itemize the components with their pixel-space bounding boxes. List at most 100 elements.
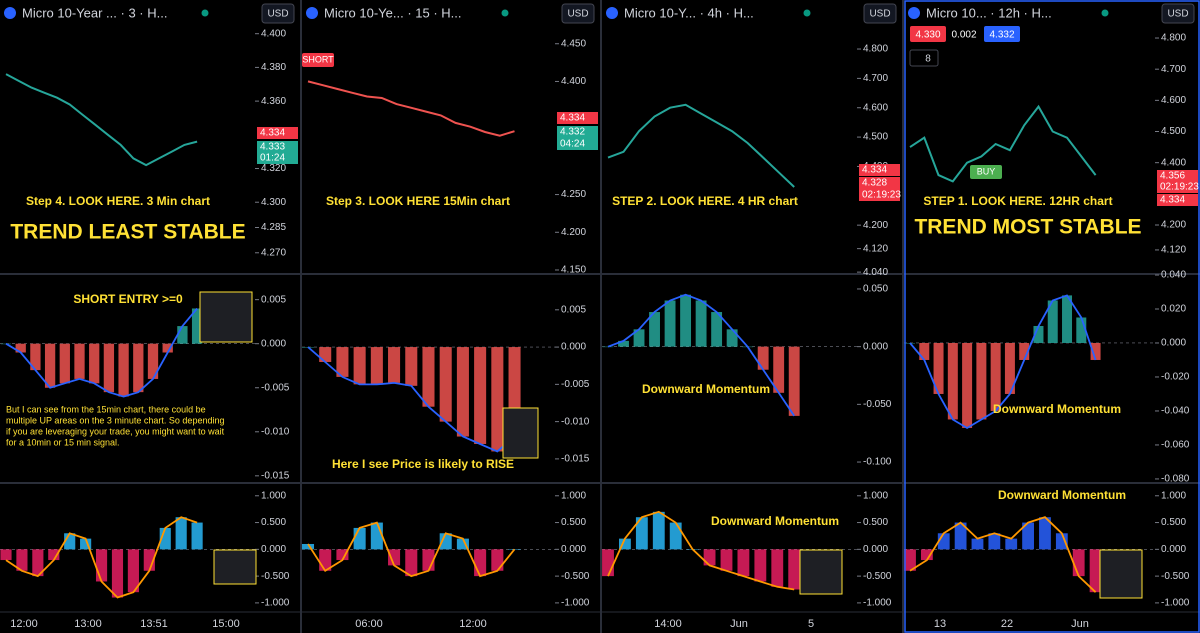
active-frame	[904, 0, 1200, 633]
annotation: STEP 2. LOOK HERE. 4 HR chart	[612, 194, 798, 208]
histogram-bar	[133, 343, 144, 393]
histogram-bar	[162, 343, 173, 353]
histogram-bar	[1072, 549, 1085, 577]
histogram-bar	[695, 300, 707, 347]
y-tick-label: 0.005	[261, 294, 286, 305]
y-tick-label: -1.000	[863, 598, 892, 609]
price-label-box	[557, 112, 598, 124]
histogram-bar	[962, 342, 973, 428]
annotation: TREND LEAST STABLE	[10, 221, 245, 244]
price-label: 4.334	[560, 113, 585, 124]
histogram-bar	[669, 522, 682, 550]
y-tick-label: 1.000	[863, 490, 888, 501]
currency-button[interactable]	[561, 3, 595, 24]
histogram-bar	[353, 527, 366, 550]
price-label-box	[257, 141, 298, 153]
macd-line	[307, 346, 516, 453]
annotation: Step 3. LOOK HERE 15Min chart	[326, 194, 510, 208]
y-tick-label: -0.500	[261, 571, 290, 582]
histogram-bar	[353, 347, 366, 385]
histogram-bar	[456, 538, 469, 550]
y-tick-label: 0.000	[561, 544, 586, 555]
osc-line	[307, 521, 516, 578]
histogram-bar	[74, 343, 85, 379]
histogram-bar	[771, 549, 784, 587]
histogram-bar	[159, 527, 171, 550]
histogram-bar	[474, 347, 487, 444]
annotation: Downward Momentum	[711, 514, 839, 528]
y-tick-label: -0.080	[1161, 474, 1190, 485]
histogram-bar	[388, 549, 401, 566]
y-tick-label: 4.300	[261, 197, 286, 208]
histogram-bar	[474, 549, 487, 577]
histogram-bar	[191, 308, 203, 344]
histogram-bar	[711, 312, 723, 347]
histogram-bar	[788, 346, 800, 416]
annotation-badge	[302, 53, 334, 67]
histogram-bar	[602, 549, 614, 577]
currency-label: USD	[267, 9, 288, 20]
symbol-icon	[306, 7, 318, 19]
currency-label: USD	[1167, 9, 1188, 20]
histogram-bar	[177, 326, 188, 344]
histogram-bar	[773, 346, 785, 393]
quote-box[interactable]	[910, 26, 946, 42]
currency-button[interactable]	[1161, 3, 1195, 24]
histogram-bar	[933, 342, 944, 394]
histogram-bar	[1062, 295, 1073, 343]
y-tick-label: 4.150	[561, 265, 586, 276]
histogram-bar	[1089, 549, 1102, 593]
histogram-bar	[920, 549, 933, 561]
histogram-bar	[757, 346, 769, 370]
osc-line	[5, 516, 198, 599]
histogram-bar	[301, 543, 315, 550]
histogram-bar	[439, 533, 452, 550]
histogram-bar	[954, 522, 967, 550]
price-label: 02:19:23	[862, 190, 901, 201]
histogram-bar	[64, 533, 76, 550]
osc-line	[909, 516, 1097, 593]
annotation: for a 10min or 15 min signal.	[6, 437, 120, 447]
histogram-bar	[633, 329, 645, 347]
price-label-box	[859, 189, 900, 201]
histogram-bar	[703, 549, 716, 566]
x-tick-label: 13:51	[140, 618, 168, 630]
currency-label: USD	[869, 9, 890, 20]
y-tick-label: -0.010	[261, 426, 290, 437]
y-tick-label: -0.050	[863, 399, 892, 410]
y-tick-label: 1.000	[261, 490, 286, 501]
highlight-box	[502, 407, 539, 459]
currency-button[interactable]	[261, 3, 295, 24]
status-dot	[201, 9, 209, 17]
price-line	[909, 104, 1097, 183]
price-label: 02:19:23	[1160, 182, 1199, 193]
histogram-bar	[726, 329, 738, 347]
y-tick-label: -1.000	[1161, 598, 1190, 609]
y-tick-label: 1.000	[1161, 490, 1186, 501]
histogram-bar	[103, 343, 115, 393]
y-tick-label: 4.700	[863, 73, 888, 84]
y-tick-label: 0.050	[863, 284, 888, 295]
y-tick-label: -0.010	[561, 416, 590, 427]
histogram-bar	[439, 347, 452, 422]
y-tick-label: 0.000	[863, 341, 888, 352]
symbol-icon	[4, 7, 16, 19]
histogram-bar	[44, 343, 56, 388]
indicator-toggle[interactable]	[909, 49, 939, 67]
price-line	[607, 103, 795, 188]
quote-box[interactable]	[984, 26, 1020, 42]
currency-button[interactable]	[863, 3, 897, 24]
symbol-icon	[908, 7, 920, 19]
y-tick-label: 0.000	[261, 338, 286, 349]
status-dot	[803, 9, 811, 17]
histogram-bar	[48, 549, 60, 561]
histogram-bar	[191, 522, 203, 550]
annotation: But I can see from the 15min chart, ther…	[6, 404, 206, 414]
histogram-bar	[652, 511, 665, 550]
price-label: 4.334	[1160, 195, 1185, 206]
histogram-bar	[618, 340, 629, 347]
y-tick-label: 4.120	[1161, 245, 1186, 256]
price-label-box	[1157, 181, 1198, 193]
histogram-bar	[111, 549, 124, 598]
quote-value: 0.002	[951, 30, 976, 41]
